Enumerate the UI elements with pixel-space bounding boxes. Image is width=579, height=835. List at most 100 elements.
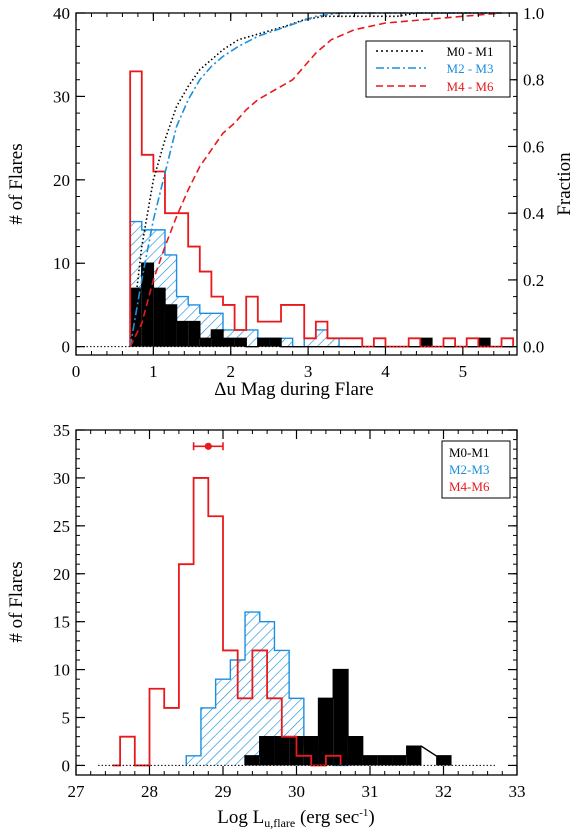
bottom-y-tick-label: 25	[53, 517, 70, 536]
top-legend-label-m4m6: M4 - M6	[447, 79, 494, 94]
top-bar-m2-m3	[199, 313, 212, 347]
top-y-axis-label: # of Flares	[6, 143, 27, 224]
top-y-tick-label: 10	[53, 254, 70, 273]
top-y2-tick-label: 0.4	[523, 204, 545, 223]
top-cumulative-lines	[129, 12, 502, 348]
top-cumulative-m4-m6	[129, 12, 502, 348]
top-bar-m0-m1	[223, 338, 235, 347]
bottom-legend-box	[441, 440, 511, 499]
top-x-tick-label: 3	[304, 362, 313, 381]
bottom-error-point	[192, 442, 224, 451]
bottom-bar-m0-m1	[333, 669, 348, 766]
top-legend-label-m0m1: M0 - M1	[447, 44, 494, 59]
bottom-chart: 27 28 29 30 31 32 33 0 5 10 15 20 25 30 35 # of Flares…	[6, 421, 526, 830]
top-bar-m0-m1	[199, 338, 212, 347]
bottom-y-tick-label: 10	[53, 661, 70, 680]
bottom-legend-label-m0m1: M0-M1	[449, 445, 489, 460]
bottom-bar-m0-m1	[436, 755, 451, 766]
bottom-x-tick-label: 30	[288, 782, 305, 801]
bottom-histogram-outline-m0-m1	[244, 668, 452, 766]
top-bar-m2-m3	[315, 329, 328, 347]
bottom-x-label-main: Log L	[217, 807, 264, 828]
top-x-tick-label: 5	[459, 362, 468, 381]
top-legend-label-m2m3: M2 - M3	[447, 61, 494, 76]
bottom-y-tick-label: 30	[53, 469, 70, 488]
top-y2-tick-label: 0.0	[523, 338, 544, 357]
bottom-y-tick-label: 20	[53, 565, 70, 584]
top-y2-tick-label: 1.0	[523, 4, 544, 23]
bottom-x-tick-label: 27	[68, 782, 86, 801]
bottom-x-label-sup: -1	[359, 807, 368, 819]
top-bar-m0-m1	[188, 321, 200, 347]
top-bar-m0-m1	[176, 321, 189, 347]
top-bar-m0-m1	[164, 304, 177, 347]
bottom-bar-m0-m1	[362, 755, 378, 766]
top-bar-m2-m3	[327, 338, 340, 347]
top-x-tick-label: 1	[149, 362, 158, 381]
top-legend-box	[365, 40, 511, 98]
bottom-legend-label-m2m3: M2-M3	[449, 462, 489, 477]
bottom-x-tick-label: 32	[435, 782, 452, 801]
top-bar-m0-m1	[269, 338, 282, 347]
top-bar-m0-m1	[153, 288, 165, 347]
top-axes: 0 1 2 3 4 5 0 10 20 30 40 0.0 0.2 0.4 0.6 0.8 1.0	[53, 4, 545, 381]
bottom-bar-m0-m1	[318, 698, 334, 766]
top-bar-m2-m3	[281, 338, 293, 347]
bottom-histogram-outline-m4-m6	[112, 477, 342, 767]
top-bar-m2-m3	[246, 329, 258, 347]
top-y2-tick-label: 0.8	[523, 71, 544, 90]
bottom-x-axis-label: Log Lu,flare (erg sec-1)	[217, 807, 374, 830]
bottom-legend-label-m4m6: M4-M6	[449, 479, 490, 494]
top-x-tick-label: 2	[226, 362, 235, 381]
top-y-tick-label: 40	[53, 4, 70, 23]
bottom-x-tick-label: 28	[141, 782, 158, 801]
top-bar-m0-m1	[478, 338, 490, 347]
bottom-axes: 27 28 29 30 31 32 33 0 5 10 15 20 25 30 35	[53, 421, 526, 801]
top-cumulative-m2-m3	[129, 12, 502, 347]
bottom-x-tick-label: 31	[362, 782, 379, 801]
top-bar-m0-m1	[257, 338, 270, 347]
error-point-marker	[204, 442, 212, 450]
top-bar-m2-m3	[304, 338, 316, 347]
top-bar-m2-m3	[164, 254, 177, 347]
top-bar-m0-m1	[141, 263, 154, 347]
top-plot-frame	[75, 12, 518, 356]
bottom-bar-m0-m1	[392, 755, 407, 766]
bottom-bar-m0-m1	[347, 736, 363, 766]
bottom-x-tick-label: 33	[509, 782, 526, 801]
top-bar-m0-m1	[130, 288, 142, 347]
bottom-bar-m2-m3	[200, 707, 216, 766]
bottom-bar-m0-m1	[377, 755, 393, 766]
bottom-x-label-sub: u,flare	[264, 816, 295, 830]
top-x-axis-label: Δu Mag during Flare	[214, 379, 373, 400]
bottom-bar-m2-m3	[215, 679, 231, 766]
top-y2-axis-label: Fraction	[554, 152, 575, 216]
top-y2-tick-label: 0.2	[523, 271, 544, 290]
bottom-bar-m0-m1	[406, 746, 422, 766]
top-x-tick-label: 4	[381, 362, 390, 381]
bottom-x-label-close: )	[368, 807, 374, 828]
top-y-tick-label: 30	[53, 87, 70, 106]
top-legend: M0 - M1 M2 - M3 M4 - M6	[365, 40, 511, 98]
bottom-y-tick-label: 0	[62, 756, 71, 775]
top-y2-tick-label: 0.6	[523, 137, 544, 156]
bottom-legend: M0-M1 M2-M3 M4-M6	[441, 440, 511, 499]
bottom-y-tick-label: 15	[53, 613, 70, 632]
top-chart: 0 1 2 3 4 5 0 10 20 30 40 0.0 0.2 0.4 0.6 0.8 1.0 # of F…	[6, 4, 575, 400]
top-y-tick-label: 20	[53, 171, 70, 190]
top-bar-m0-m1	[234, 338, 247, 347]
top-histogram-outline-m4-m6	[129, 70, 515, 348]
bottom-bar-m2-m3	[230, 660, 246, 766]
top-y-tick-label: 0	[62, 338, 71, 357]
bottom-bar-m0-m1	[274, 736, 290, 766]
bottom-bar-m0-m1	[259, 736, 275, 766]
bottom-y-axis-label: # of Flares	[6, 561, 27, 642]
bottom-y-tick-label: 35	[53, 421, 70, 440]
top-bar-m0-m1	[420, 338, 432, 347]
bottom-x-label-unit: (erg sec	[295, 807, 359, 828]
bottom-x-tick-label: 29	[215, 782, 232, 801]
bottom-y-tick-label: 5	[62, 709, 71, 728]
top-x-tick-label: 0	[72, 362, 81, 381]
top-bars	[76, 70, 517, 348]
